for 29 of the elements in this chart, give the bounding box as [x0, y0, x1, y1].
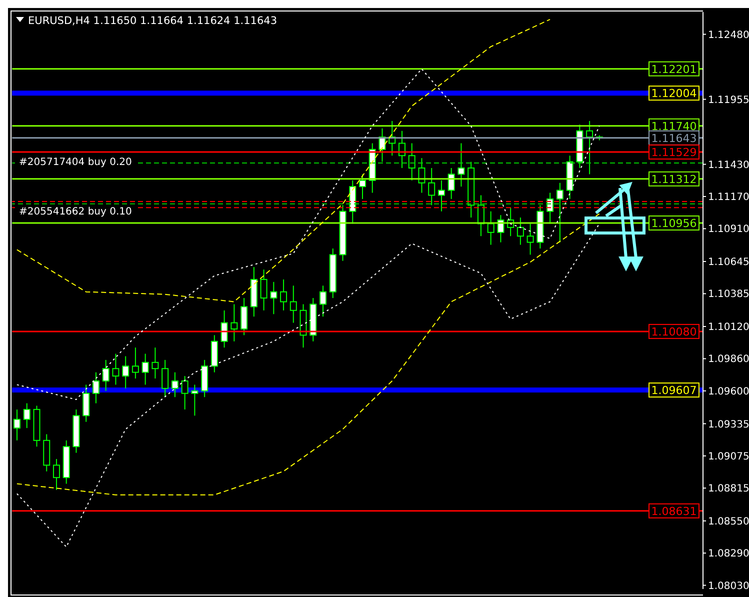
ref-line-label: 1.11643 — [651, 132, 697, 145]
y-tick-label: 1.10645 — [708, 257, 749, 268]
ref-line-label: 1.12201 — [651, 62, 697, 76]
y-tick-label: 1.08290 — [708, 548, 749, 560]
y-tick-label: 1.12480 — [708, 30, 749, 41]
annotation: #205541662 buy 0.10 — [19, 206, 132, 218]
y-tick-label: 1.08030 — [708, 580, 749, 592]
y-tick-label: 1.10385 — [708, 289, 749, 300]
y-tick-label: 1.11955 — [708, 94, 749, 106]
chart-title: EURUSD,H4 1.11650 1.11664 1.11624 1.11643 — [28, 15, 277, 27]
annotation: #205717404 buy 0.20 — [19, 157, 132, 168]
y-tick-label: 1.09075 — [708, 451, 749, 462]
y-tick-label: 1.11170 — [708, 192, 749, 204]
y-tick-label: 1.11430 — [708, 160, 749, 171]
ref-line-label: 1.11529 — [651, 146, 697, 160]
ref-line-label: 1.11740 — [651, 120, 697, 133]
y-tick-label: 1.08815 — [708, 484, 749, 495]
band-label: 1.12004 — [651, 87, 697, 100]
y-tick-label: 1.10120 — [708, 322, 749, 334]
band-label: 1.09607 — [651, 384, 697, 398]
y-tick-label: 1.09600 — [708, 386, 749, 398]
ref-line-label: 1.11312 — [651, 172, 697, 186]
y-tick-label: 1.08550 — [708, 516, 749, 528]
ref-line-label: 1.08631 — [651, 504, 697, 518]
y-tick-label: 1.09860 — [708, 354, 749, 366]
ref-line-label: 1.10956 — [651, 216, 697, 230]
y-tick-label: 1.09335 — [708, 419, 749, 430]
y-tick-label: 1.10910 — [708, 224, 749, 236]
ref-line-label: 1.10080 — [651, 325, 697, 338]
